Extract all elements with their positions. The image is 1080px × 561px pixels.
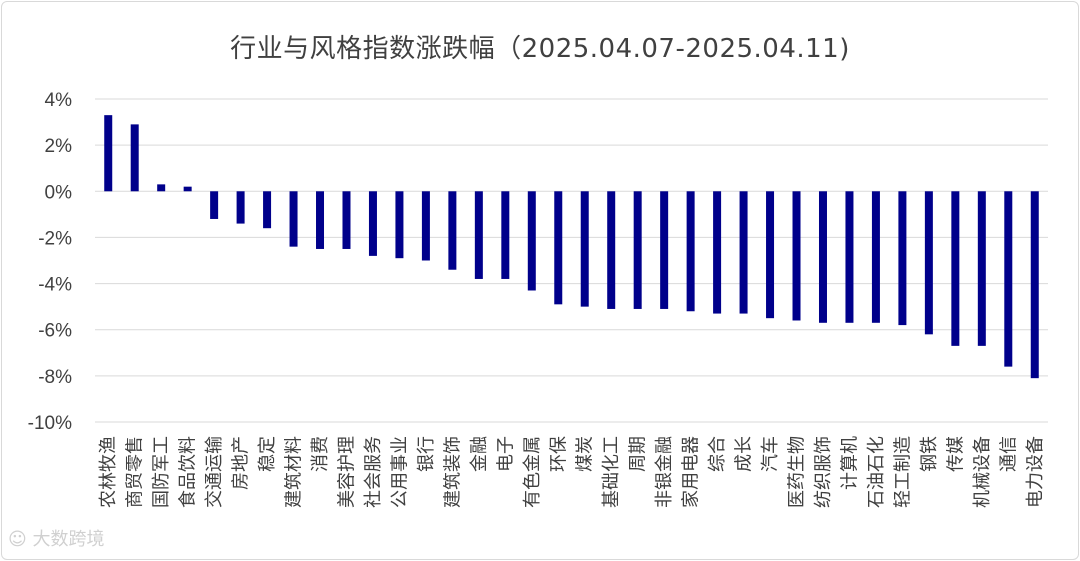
- x-category-label: 纺织服饰: [813, 436, 834, 508]
- y-tick-label: -4%: [38, 275, 72, 296]
- y-tick-label: 4%: [45, 90, 73, 111]
- x-category-label: 公用事业: [389, 436, 410, 508]
- bar: [183, 186, 192, 192]
- x-category-label: 电子: [495, 436, 516, 472]
- x-category-label: 食品饮料: [178, 436, 199, 508]
- x-category-label: 计算机: [839, 436, 860, 490]
- bar: [951, 191, 960, 346]
- x-category-label: 交通运输: [204, 436, 225, 508]
- x-category-label: 建筑材料: [284, 436, 305, 508]
- y-tick-label: -2%: [38, 228, 72, 249]
- chart-title: 行业与风格指数涨跌幅（2025.04.07-2025.04.11): [230, 34, 850, 64]
- x-category-label: 金融: [469, 436, 490, 472]
- x-category-label: 家用电器: [681, 436, 702, 508]
- x-category-label: 石油石化: [866, 436, 887, 508]
- bar: [845, 191, 854, 323]
- y-axis-tick-labels: 4% 2% 0% -2% -4% -6% -8% -10%: [28, 90, 72, 434]
- bar: [395, 191, 404, 259]
- bar: [474, 191, 483, 279]
- x-category-label: 银行: [416, 436, 437, 472]
- x-category-label: 美容护理: [336, 436, 357, 508]
- x-category-label: 钢铁: [919, 436, 940, 472]
- x-category-label: 医药生物: [787, 436, 808, 508]
- bar: [554, 191, 563, 305]
- bars: [104, 115, 1039, 379]
- bar: [448, 191, 457, 270]
- bar: [527, 191, 536, 291]
- bar: [660, 191, 669, 309]
- bar: [792, 191, 801, 321]
- x-category-label: 商贸零售: [125, 436, 146, 508]
- x-category-label: 周期: [628, 436, 649, 472]
- watermark: ☺ 大数跨境: [8, 525, 105, 551]
- x-category-label: 轻工制造: [892, 436, 913, 508]
- bar: [157, 184, 166, 192]
- x-category-label: 非银金融: [654, 436, 675, 508]
- bar: [316, 191, 325, 249]
- bar: [368, 191, 377, 256]
- y-tick-label: -8%: [38, 367, 72, 388]
- bar: [818, 191, 827, 323]
- x-category-label: 农林牧渔: [98, 436, 119, 508]
- x-category-label: 汽车: [760, 436, 781, 472]
- bar: [766, 191, 775, 319]
- x-category-label: 消费: [310, 436, 331, 472]
- bar: [686, 191, 695, 312]
- bar: [924, 191, 933, 335]
- x-category-label: 电力设备: [1025, 436, 1046, 508]
- x-axis-category-labels: 农林牧渔 商贸零售 国防军工 食品饮料 交通运输 房地产 稳定 建筑材料 消费 美容护理 社会服务公…: [98, 436, 1046, 508]
- x-category-label: 传媒: [945, 436, 966, 472]
- bar: [289, 191, 298, 247]
- bar: [263, 191, 272, 229]
- x-category-label: 环保: [548, 436, 569, 472]
- bar: [739, 191, 748, 314]
- bar: [977, 191, 986, 346]
- x-category-label: 有色金属: [522, 436, 543, 508]
- watermark-text: 大数跨境: [32, 529, 105, 550]
- x-category-label: 国防军工: [151, 436, 172, 508]
- x-category-label: 稳定: [257, 436, 278, 472]
- bar: [713, 191, 722, 314]
- y-tick-label: 0%: [45, 182, 73, 203]
- bar: [130, 124, 139, 192]
- bar: [501, 191, 510, 279]
- bar: [580, 191, 589, 307]
- x-category-label: 综合: [707, 436, 728, 472]
- x-category-label: 基础化工: [601, 436, 622, 508]
- watermark-logo-icon: ☺: [8, 529, 27, 550]
- bar: [607, 191, 616, 309]
- y-tick-label: -10%: [28, 413, 72, 434]
- x-category-label: 成长: [734, 436, 755, 472]
- x-category-label: 煤炭: [575, 436, 596, 472]
- x-category-label: 机械设备: [972, 436, 993, 508]
- y-tick-label: 2%: [45, 136, 73, 157]
- bar: [236, 191, 245, 224]
- gridlines: [95, 98, 1048, 423]
- x-category-label: 社会服务: [363, 436, 384, 508]
- bar: [210, 191, 219, 219]
- bar: [871, 191, 880, 323]
- bar: [633, 191, 642, 309]
- bar: [104, 115, 113, 192]
- x-category-label: 房地产: [231, 436, 252, 490]
- y-tick-label: -6%: [38, 321, 72, 342]
- bar: [898, 191, 907, 326]
- bar: [421, 191, 430, 261]
- bar: [342, 191, 351, 249]
- x-category-label: 建筑装饰: [442, 436, 463, 508]
- bar: [1004, 191, 1013, 367]
- x-category-label: 通信: [998, 436, 1019, 472]
- bar: [1030, 191, 1039, 379]
